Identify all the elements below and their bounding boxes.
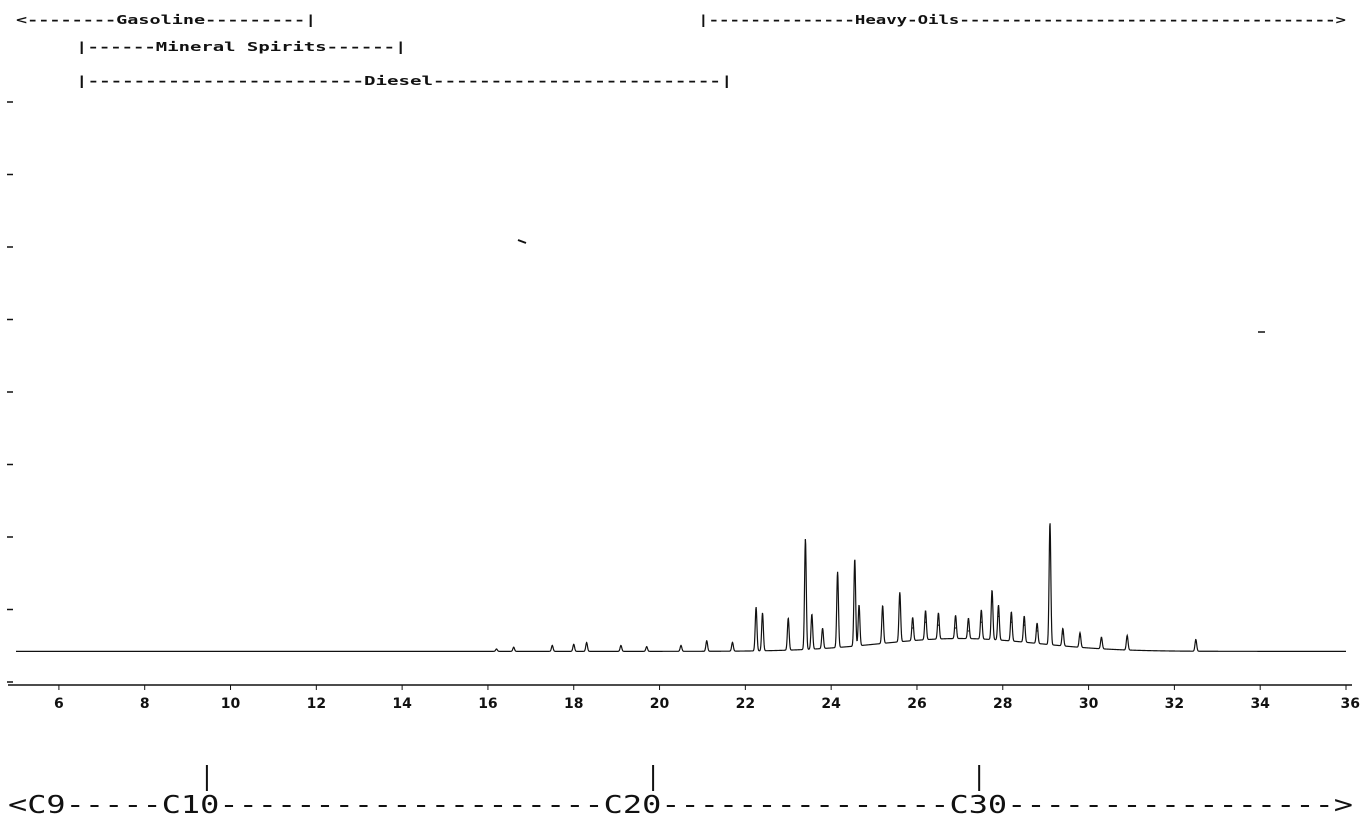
- carbon-number-scale: <C9-----C10--------------------C20------…: [8, 765, 1353, 819]
- peak-point: [912, 627, 914, 629]
- range-label: |--------------Heavy-Oils---------------…: [698, 13, 1346, 27]
- peak-point: [1010, 621, 1012, 623]
- peak-point: [1036, 630, 1038, 632]
- x-tick-label: 28: [993, 696, 1012, 712]
- range-label: <--------Gasoline---------|: [16, 13, 316, 27]
- peak-point: [997, 615, 1000, 617]
- peak-point: [811, 615, 813, 617]
- peak-point: [513, 646, 515, 648]
- x-tick-label: 6: [54, 696, 64, 712]
- peak-point: [954, 627, 957, 629]
- peak-point: [1079, 636, 1081, 638]
- peak-point: [1023, 624, 1025, 626]
- peak-point: [924, 621, 927, 623]
- peak-point: [854, 563, 856, 565]
- x-tick-label: 32: [1165, 696, 1184, 712]
- x-tick-label: 34: [1250, 696, 1270, 712]
- x-tick-label: 18: [564, 696, 583, 712]
- x-tick-label: 20: [650, 696, 670, 712]
- peak-point: [706, 640, 708, 642]
- peak-point: [882, 612, 884, 615]
- peak-point: [937, 624, 940, 626]
- range-label: |------Mineral Spirits------|: [76, 40, 406, 54]
- peak-point: [1126, 636, 1128, 638]
- scan-artifact: [517, 239, 527, 244]
- peak-point: [991, 601, 993, 603]
- peak-point: [731, 642, 734, 644]
- peak-point: [858, 609, 860, 612]
- peak-point: [646, 646, 648, 648]
- chromatogram-trace: [16, 523, 1346, 652]
- x-tick-label: 16: [478, 696, 497, 712]
- peak-point: [980, 621, 982, 623]
- x-tick-label: 14: [392, 696, 412, 712]
- peak-point: [804, 540, 807, 542]
- x-axis-ticks: 6 8 10 12 14 16 18 20 22 24 26 28 30 32 34 36: [54, 685, 1360, 712]
- peak-point: [755, 607, 757, 609]
- x-tick-label: 26: [907, 696, 926, 712]
- y-axis-ticks: [7, 101, 13, 683]
- peak-point: [1049, 528, 1051, 530]
- peak-point: [1100, 639, 1103, 641]
- x-tick-label: 24: [821, 696, 841, 712]
- x-tick-label: 12: [307, 696, 326, 712]
- peak-point: [967, 630, 970, 632]
- peak-point: [787, 618, 789, 620]
- peak-point: [1062, 633, 1064, 635]
- x-tick-label: 10: [221, 696, 241, 712]
- hydrocarbon-range-labels: <--------Gasoline---------| |------Minera…: [16, 13, 1346, 88]
- peak-point: [495, 648, 498, 650]
- x-tick-label: 22: [736, 696, 755, 712]
- x-tick-label: 36: [1341, 696, 1360, 712]
- x-tick-label: 8: [140, 696, 150, 712]
- peak-point: [573, 643, 575, 645]
- chromatogram-trace-group: [16, 523, 1346, 652]
- range-label: |------------------------Diesel---------…: [76, 74, 732, 88]
- peak-point: [551, 644, 553, 647]
- peak-point: [899, 601, 901, 603]
- peak-point: [836, 574, 839, 577]
- peak-point: [1195, 639, 1197, 641]
- peak-point: [586, 642, 588, 644]
- peak-point: [680, 644, 682, 647]
- peak-point: [761, 612, 764, 615]
- x-tick-label: 30: [1079, 696, 1099, 712]
- peak-point: [821, 630, 824, 632]
- peak-point: [620, 644, 622, 647]
- carbon-scale-text: <C9-----C10--------------------C20------…: [8, 790, 1353, 819]
